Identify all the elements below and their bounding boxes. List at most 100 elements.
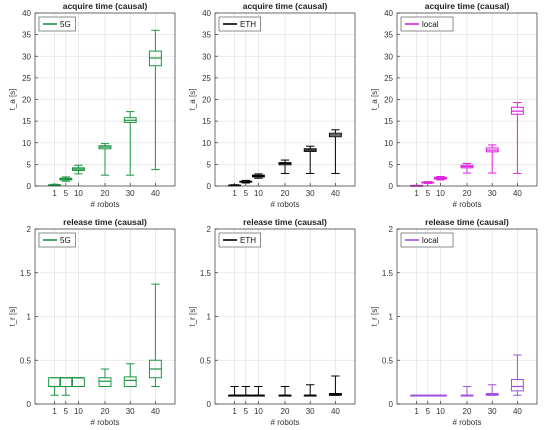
y-tick-label: 0: [207, 400, 212, 409]
y-tick-label: 1.5: [382, 269, 394, 278]
box-40: [328, 375, 342, 396]
chart-title: release time (causal): [243, 217, 327, 227]
x-tick-label: 20: [463, 407, 472, 416]
y-tick-label: 2: [207, 225, 212, 234]
box-iqr: [510, 379, 524, 392]
y-tick-label: 5: [207, 160, 212, 169]
axes-frame: [396, 228, 538, 405]
axes-frame: [396, 12, 538, 187]
y-tick-label: 5: [389, 160, 394, 169]
y-tick-label: 10: [202, 139, 211, 148]
y-tick-label: 10: [384, 139, 393, 148]
box-10: [251, 173, 265, 179]
x-tick-label: 10: [436, 407, 445, 416]
x-axis-label: # robots: [91, 200, 120, 209]
x-tick-label: 10: [436, 189, 445, 198]
box-20: [460, 163, 474, 174]
box-40: [148, 29, 162, 171]
y-tick-label: 2: [389, 225, 394, 234]
x-tick-label: 1: [52, 189, 57, 198]
box-20: [460, 386, 474, 397]
y-tick-label: 15: [384, 117, 393, 126]
y-axis-label: t_r [s]: [188, 306, 197, 326]
chart-title: acquire time (causal): [243, 1, 328, 11]
x-axis-label: # robots: [453, 200, 482, 209]
box-iqr: [98, 377, 112, 387]
legend-box: [38, 16, 76, 32]
x-tick-label: 30: [488, 407, 497, 416]
box-40: [510, 102, 524, 174]
box-10: [433, 394, 447, 397]
x-tick-label: 10: [74, 189, 83, 198]
x-tick-label: 1: [232, 189, 237, 198]
y-axis-label: t_a [s]: [188, 89, 197, 111]
box-10: [71, 377, 85, 387]
x-tick-label: 40: [331, 189, 340, 198]
box-5: [239, 179, 253, 184]
x-tick-label: 30: [306, 407, 315, 416]
x-axis-label: # robots: [271, 418, 300, 427]
axes-frame: [34, 228, 176, 405]
x-tick-label: 30: [126, 407, 135, 416]
x-tick-label: 40: [513, 407, 522, 416]
legend-label: 5G: [60, 20, 71, 29]
y-tick-label: 35: [384, 31, 393, 40]
box-40: [328, 129, 342, 174]
chart-title: acquire time (causal): [63, 1, 148, 11]
legend-label: 5G: [60, 236, 71, 245]
y-tick-label: 20: [384, 96, 393, 105]
y-tick-label: 0: [207, 182, 212, 191]
y-tick-label: 30: [22, 52, 31, 61]
legend-label: local: [422, 236, 439, 245]
box-10: [251, 386, 265, 397]
chart-title: release time (causal): [425, 217, 509, 227]
x-tick-label: 5: [426, 189, 431, 198]
legend-label: local: [422, 20, 439, 29]
x-tick-label: 30: [488, 189, 497, 198]
x-tick-label: 30: [306, 189, 315, 198]
y-tick-label: 25: [202, 74, 211, 83]
y-tick-label: 25: [22, 74, 31, 83]
y-tick-label: 1.5: [20, 269, 32, 278]
x-tick-label: 30: [126, 189, 135, 198]
x-tick-label: 5: [244, 407, 249, 416]
chart-title: release time (causal): [63, 217, 147, 227]
axes-frame: [214, 12, 356, 187]
legend: local: [400, 16, 454, 32]
y-tick-label: 1: [389, 313, 394, 322]
legend-box: [38, 232, 76, 248]
y-tick-label: 15: [202, 117, 211, 126]
box-1: [228, 386, 242, 397]
y-axis-label: t_a [s]: [8, 89, 17, 111]
box-30: [123, 363, 137, 387]
box-20: [98, 143, 112, 176]
y-tick-label: 25: [384, 74, 393, 83]
legend: ETH: [218, 232, 261, 248]
box-20: [278, 386, 292, 397]
y-tick-label: 0.5: [382, 356, 394, 365]
y-tick-label: 15: [22, 117, 31, 126]
x-tick-label: 20: [101, 407, 110, 416]
legend-label: ETH: [240, 20, 256, 29]
box-40: [148, 283, 162, 387]
x-tick-label: 5: [426, 407, 431, 416]
legend-box: [400, 16, 454, 32]
y-tick-label: 1: [207, 313, 212, 322]
y-tick-label: 1: [27, 313, 32, 322]
y-tick-label: 0: [27, 400, 32, 409]
y-axis-label: t_a [s]: [370, 89, 379, 111]
x-tick-label: 20: [101, 189, 110, 198]
y-tick-label: 20: [202, 96, 211, 105]
y-tick-label: 35: [22, 31, 31, 40]
box-1: [48, 377, 62, 396]
y-tick-label: 0: [389, 182, 394, 191]
box-30: [303, 384, 317, 397]
y-tick-label: 40: [22, 9, 31, 18]
y-axis-label: t_r [s]: [370, 306, 379, 326]
box-5: [421, 181, 435, 184]
x-axis-label: # robots: [271, 200, 300, 209]
box-1: [410, 394, 424, 397]
